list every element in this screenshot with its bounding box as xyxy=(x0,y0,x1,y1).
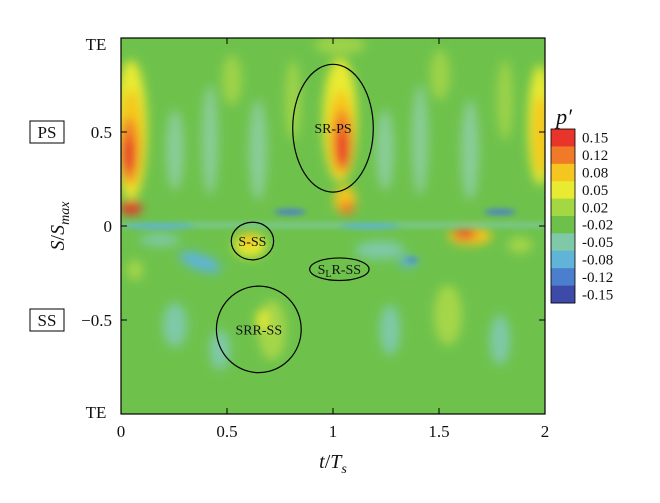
y-end-label-top: TE xyxy=(86,35,107,54)
region-label: SR-PS xyxy=(314,122,351,137)
y-axis: 0.5 0 −0.5 xyxy=(81,123,545,330)
colorbar-level-label: 0.02 xyxy=(582,200,608,216)
region-label: SLR-SS xyxy=(318,263,361,280)
colorbar-swatch xyxy=(551,181,575,200)
colorbar-level-label: 0.05 xyxy=(582,183,608,199)
colorbar-swatch xyxy=(551,198,575,217)
colorbar-level-label: 0.12 xyxy=(582,148,608,164)
region-outline xyxy=(230,221,275,261)
colorbar-level-label: 0.15 xyxy=(582,131,608,147)
y-tick-label: −0.5 xyxy=(81,311,112,330)
x-title-submain: T xyxy=(330,451,343,473)
region-label-main: S xyxy=(318,263,326,278)
colorbar-level-label: -0.08 xyxy=(582,253,613,269)
region-outline xyxy=(292,63,374,193)
y-title-sub: max xyxy=(58,201,73,225)
colorbar-level-label: 0.08 xyxy=(582,166,608,182)
colorbar-swatch xyxy=(551,285,575,304)
region-label: S-SS xyxy=(238,235,266,250)
y-title-sep: / xyxy=(47,234,69,240)
x-title-main: t xyxy=(319,451,325,473)
x-axis-title: t/Ts xyxy=(319,451,347,477)
side-box-label: SS xyxy=(38,311,57,330)
colorbar-level-label: -0.05 xyxy=(582,235,613,251)
side-box-frame xyxy=(29,120,65,144)
region-label-sub: L xyxy=(325,269,331,280)
colorbar-level-label: -0.12 xyxy=(582,270,613,286)
region-label: SRR-SS xyxy=(235,323,282,338)
y-title-main: S xyxy=(47,240,69,250)
y-tick-label: 0.5 xyxy=(91,123,112,142)
y-title-submain: S xyxy=(47,225,69,235)
y-axis-title: S/Smax xyxy=(47,201,73,251)
x-tick-label: 0 xyxy=(117,422,126,441)
side-box-frame xyxy=(29,308,65,332)
region-annotations: SR-PS S-SS SLR-SS SRR-SS xyxy=(215,63,374,374)
colorbar-swatch xyxy=(551,163,575,182)
x-axis: 0 0.5 1 1.5 2 xyxy=(117,38,550,441)
y-tick-label: 0 xyxy=(104,217,113,236)
colorbar-level-label: -0.15 xyxy=(582,287,613,303)
y-end-label-bottom: TE xyxy=(86,403,107,422)
side-box-label: PS xyxy=(38,123,57,142)
x-tick-label: 0.5 xyxy=(216,422,237,441)
colorbar-swatch xyxy=(551,146,575,165)
colorbar-swatch xyxy=(551,233,575,252)
x-title-sub: s xyxy=(341,462,347,477)
region-label-rest: R-SS xyxy=(332,263,362,278)
colorbar-level-label: -0.02 xyxy=(582,218,613,234)
colorbar-swatch xyxy=(551,216,575,234)
colorbar: 0.150.12 0.080.050.02 -0.02-0.05 -0.08-0.12… xyxy=(550,128,613,304)
x-tick-label: 1.5 xyxy=(428,422,449,441)
colorbar-frame xyxy=(550,128,576,304)
side-boxes: PS SS xyxy=(29,120,65,332)
colorbar-title: p′ xyxy=(554,104,573,129)
x-tick-label: 1 xyxy=(329,422,338,441)
contour-field xyxy=(121,38,545,414)
x-title-sep: / xyxy=(325,451,331,473)
colorbar-swatch xyxy=(551,250,575,269)
colorbar-swatch xyxy=(551,268,575,287)
region-outline xyxy=(215,285,302,374)
colorbar-swatch xyxy=(551,129,575,147)
region-outline xyxy=(309,257,370,282)
x-tick-label: 2 xyxy=(541,422,550,441)
